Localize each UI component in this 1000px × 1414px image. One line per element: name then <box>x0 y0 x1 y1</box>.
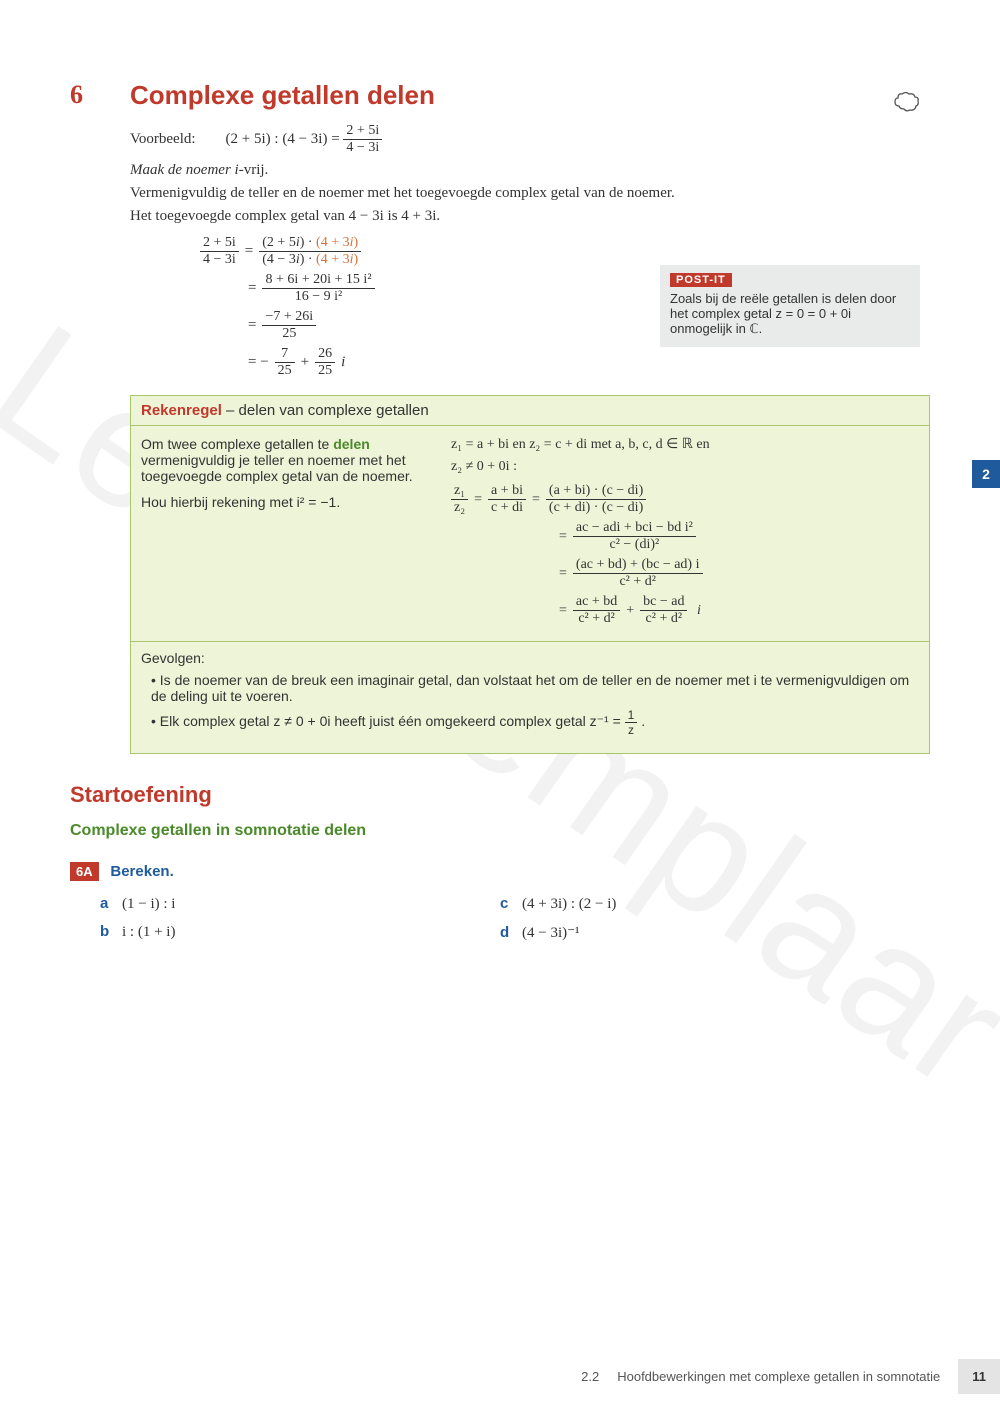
section-title: Complexe getallen delen <box>130 80 930 111</box>
rule-left-1a: Om twee complexe getallen te <box>141 436 333 452</box>
exercise-grid: a(1 − i) : i c(4 + 3i) : (2 − i) bi : (1… <box>100 895 930 942</box>
rule-f5a-num: ac + bd <box>573 594 620 611</box>
start-title: Startoefening <box>70 782 930 808</box>
gevolg-2: Elk complex getal z ≠ 0 + 0i heeft juist… <box>151 708 919 737</box>
rule-f5b-den: c² + d² <box>640 611 687 627</box>
footer-page-number: 11 <box>958 1359 1000 1394</box>
rule-left-3: Hou hierbij rekening met i² = −1. <box>141 494 431 510</box>
rule-header-rest: – delen van complexe getallen <box>222 402 429 419</box>
calc-r2-den: 16 − 9 i² <box>262 289 374 305</box>
line-vermenig: Vermenigvuldig de teller en de noemer me… <box>130 185 930 202</box>
rule-f2-num: (a + bi) · (c − di) <box>546 483 646 500</box>
rule-f1-num: a + bi <box>488 483 526 500</box>
calc-r4a-den: 25 <box>275 363 295 379</box>
footer-section: 2.2 <box>581 1369 599 1384</box>
bereken-label: Bereken. <box>110 863 173 880</box>
rule-f3-num: ac − adi + bci − bd i² <box>573 520 696 537</box>
ex-label-b: b <box>100 923 122 940</box>
rule-f4-num: (ac + bd) + (bc − ad) i <box>573 557 703 574</box>
page-content: 6 Complexe getallen delen Voorbeeld: (2 … <box>0 0 1000 992</box>
gevolgen-label: Gevolgen: <box>141 650 919 666</box>
rule-right: z₁ = a + bi en z₂ = c + di met a, b, c, … <box>451 436 919 631</box>
rule-f5a-den: c² + d² <box>573 611 620 627</box>
calc-r4a-num: 7 <box>275 346 295 363</box>
example-frac-num: 2 + 5i <box>343 123 382 140</box>
rule-left-2: vermenigvuldig je teller en noemer met h… <box>141 452 413 484</box>
postit-box: POST-IT Zoals bij de reële getallen is d… <box>660 265 920 347</box>
calc-r3-den: 25 <box>262 326 316 342</box>
rule-left-1b: delen <box>333 436 370 452</box>
rule-f3-den: c² − (di)² <box>573 537 696 553</box>
rule-f2-den: (c + di) · (c − di) <box>546 500 646 516</box>
page-footer: 2.2 Hoofdbewerkingen met complexe getall… <box>581 1359 1000 1394</box>
calc-r4b-den: 25 <box>315 363 335 379</box>
postit-label: POST-IT <box>670 273 732 287</box>
footer-title: Hoofdbewerkingen met complexe getallen i… <box>617 1369 940 1384</box>
rule-header-red: Rekenregel <box>141 402 222 419</box>
calc-lhs-num: 2 + 5i <box>200 235 239 252</box>
rule-header: Rekenregel – delen van complexe getallen <box>131 396 929 426</box>
sub-title: Complexe getallen in somnotatie delen <box>70 822 930 840</box>
ex-label-d: d <box>500 924 522 941</box>
exercise-badge: 6A <box>70 862 99 881</box>
rule-flhs-den: z₂ <box>451 500 468 516</box>
rule-f1-den: c + di <box>488 500 526 516</box>
rule-f4-den: c² + d² <box>573 574 703 590</box>
ex-label-c: c <box>500 895 522 912</box>
gevolg2-text: Elk complex getal z ≠ 0 + 0i heeft juist… <box>160 713 625 729</box>
ex-d: (4 − 3i)⁻¹ <box>522 925 580 941</box>
rule-right-top: z₁ = a + bi en z₂ = c + di met a, b, c, … <box>451 436 919 453</box>
calc-lhs-den: 4 − 3i <box>200 252 239 268</box>
gevolg2-num: 1 <box>625 708 638 723</box>
example-lhs: (2 + 5i) : (4 − 3i) = <box>226 131 340 147</box>
example-label: Voorbeeld: <box>130 131 196 147</box>
ex-label-a: a <box>100 895 122 912</box>
calc-r2-num: 8 + 6i + 20i + 15 i² <box>262 272 374 289</box>
gevolgen-block: Gevolgen: Is de noemer van de breuk een … <box>131 641 929 753</box>
rule-left: Om twee complexe getallen te delen verme… <box>141 436 431 631</box>
postit-text: Zoals bij de reële getallen is delen doo… <box>670 291 910 337</box>
rule-f5b-num: bc − ad <box>640 594 687 611</box>
rule-flhs-num: z₁ <box>451 483 468 500</box>
example-frac-den: 4 − 3i <box>343 140 382 156</box>
rule-box: Rekenregel – delen van complexe getallen… <box>130 395 930 754</box>
line-toegevoegd: Het toegevoegde complex getal van 4 − 3i… <box>130 208 930 225</box>
gevolg2-den: z <box>625 723 638 737</box>
section-number: 6 <box>70 80 83 110</box>
ex-b: i : (1 + i) <box>122 924 175 940</box>
calc-r3-num: −7 + 26i <box>262 309 316 326</box>
rule-right-cond: z₂ ≠ 0 + 0i : <box>451 459 919 475</box>
example-line: Voorbeeld: (2 + 5i) : (4 − 3i) = 2 + 5i … <box>130 123 930 156</box>
cloud-icon <box>892 88 920 119</box>
calc-r4b-num: 26 <box>315 346 335 363</box>
ex-a: (1 − i) : i <box>122 896 175 912</box>
ex-c: (4 + 3i) : (2 − i) <box>522 896 616 912</box>
line-maak: Maak de noemer i-vrij. <box>130 162 930 179</box>
gevolg-1: Is de noemer van de breuk een imaginair … <box>151 672 919 704</box>
